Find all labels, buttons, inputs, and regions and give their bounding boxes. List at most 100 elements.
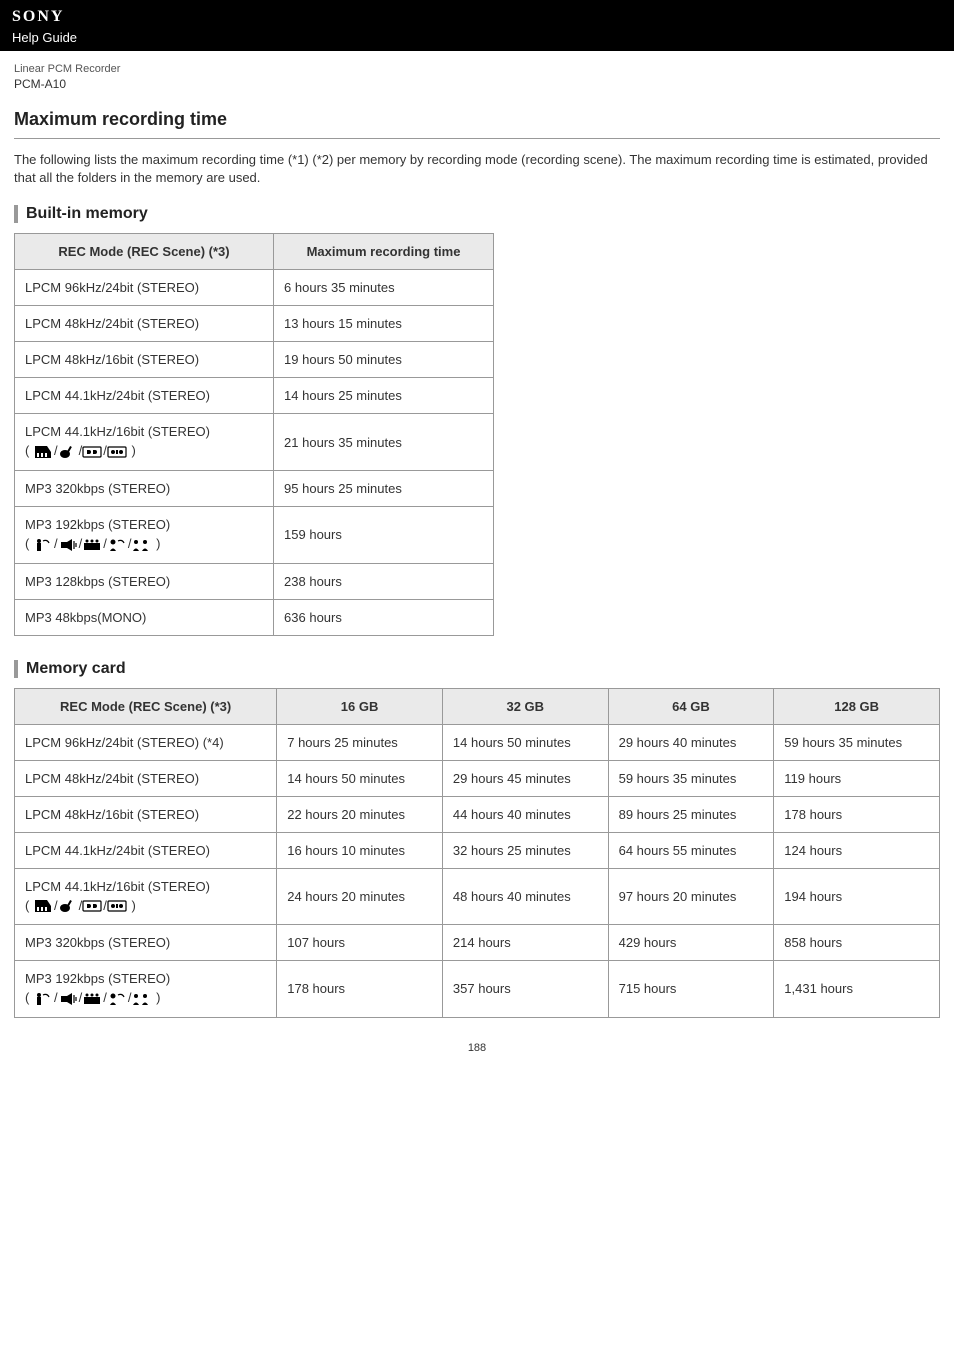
time-cell: 238 hours	[274, 563, 494, 599]
meeting-icon	[82, 991, 102, 1007]
interview-icon	[131, 537, 151, 553]
c64-cell: 89 hours 25 minutes	[608, 796, 774, 832]
time-cell: 13 hours 15 minutes	[274, 306, 494, 342]
mode-cell: LPCM 44.1kHz/24bit (STEREO)	[15, 832, 277, 868]
mode-cell: MP3 320kbps (STEREO)	[15, 470, 274, 506]
c128-cell: 59 hours 35 minutes	[774, 724, 940, 760]
cards-heading: Memory card	[14, 660, 940, 678]
time-cell: 95 hours 25 minutes	[274, 470, 494, 506]
mode-cell: MP3 128kbps (STEREO)	[15, 563, 274, 599]
c16-cell: 7 hours 25 minutes	[277, 724, 443, 760]
table-row: LPCM 44.1kHz/24bit (STEREO)14 hours 25 m…	[15, 378, 494, 414]
table-row: MP3 320kbps (STEREO)95 hours 25 minutes	[15, 470, 494, 506]
table-row: MP3 48kbps(MONO)636 hours	[15, 599, 494, 635]
cards-col-mode: REC Mode (REC Scene) (*3)	[15, 688, 277, 724]
product-line: Linear PCM Recorder	[14, 63, 940, 75]
mode-cell: LPCM 96kHz/24bit (STEREO)	[15, 270, 274, 306]
mode-cell: LPCM 48kHz/24bit (STEREO)	[15, 760, 277, 796]
scene-icons: ( //// )	[25, 990, 266, 1007]
mode-cell: LPCM 96kHz/24bit (STEREO) (*4)	[15, 724, 277, 760]
table-row: LPCM 48kHz/24bit (STEREO)13 hours 15 min…	[15, 306, 494, 342]
piano-icon	[33, 898, 53, 914]
time-cell: 6 hours 35 minutes	[274, 270, 494, 306]
builtin-col-mode: REC Mode (REC Scene) (*3)	[15, 234, 274, 270]
mode-cell: MP3 320kbps (STEREO)	[15, 925, 277, 961]
c128-cell: 194 hours	[774, 868, 940, 925]
table-row: LPCM 48kHz/24bit (STEREO)14 hours 50 min…	[15, 760, 940, 796]
table-row: MP3 128kbps (STEREO)238 hours	[15, 563, 494, 599]
table-row: LPCM 48kHz/16bit (STEREO)19 hours 50 min…	[15, 342, 494, 378]
c64-cell: 429 hours	[608, 925, 774, 961]
cards-table: REC Mode (REC Scene) (*3) 16 GB 32 GB 64…	[14, 688, 940, 1018]
time-cell: 19 hours 50 minutes	[274, 342, 494, 378]
scene-icons: ( /// )	[25, 443, 263, 460]
time-cell: 159 hours	[274, 506, 494, 563]
lecture-icon	[33, 537, 53, 553]
c16-cell: 178 hours	[277, 961, 443, 1018]
c128-cell: 1,431 hours	[774, 961, 940, 1018]
c64-cell: 97 hours 20 minutes	[608, 868, 774, 925]
c64-cell: 59 hours 35 minutes	[608, 760, 774, 796]
c32-cell: 214 hours	[442, 925, 608, 961]
c32-cell: 32 hours 25 minutes	[442, 832, 608, 868]
table-row: LPCM 44.1kHz/16bit (STEREO)( /// )21 hou…	[15, 414, 494, 471]
c128-cell: 124 hours	[774, 832, 940, 868]
table-row: LPCM 96kHz/24bit (STEREO) (*4)7 hours 25…	[15, 724, 940, 760]
lecture-icon	[33, 991, 53, 1007]
band1-icon	[82, 444, 102, 460]
content-area: Linear PCM Recorder PCM-A10 Maximum reco…	[0, 51, 954, 1084]
help-guide-label: Help Guide	[12, 30, 942, 45]
c32-cell: 44 hours 40 minutes	[442, 796, 608, 832]
c64-cell: 29 hours 40 minutes	[608, 724, 774, 760]
meeting-icon	[82, 537, 102, 553]
voice-memo-icon	[107, 991, 127, 1007]
guitar-icon	[58, 444, 78, 460]
cards-col-32: 32 GB	[442, 688, 608, 724]
cards-col-64: 64 GB	[608, 688, 774, 724]
intro-paragraph: The following lists the maximum recordin…	[14, 151, 940, 187]
c32-cell: 48 hours 40 minutes	[442, 868, 608, 925]
c128-cell: 858 hours	[774, 925, 940, 961]
mode-cell: LPCM 44.1kHz/16bit (STEREO)( /// )	[15, 414, 274, 471]
cards-col-128: 128 GB	[774, 688, 940, 724]
table-row: LPCM 96kHz/24bit (STEREO)6 hours 35 minu…	[15, 270, 494, 306]
mode-cell: MP3 192kbps (STEREO)( //// )	[15, 961, 277, 1018]
piano-icon	[33, 444, 53, 460]
table-row: MP3 192kbps (STEREO)( //// )178 hours357…	[15, 961, 940, 1018]
guitar-icon	[58, 898, 78, 914]
scene-icons: ( //// )	[25, 536, 263, 553]
voice-memo-icon	[107, 537, 127, 553]
c32-cell: 357 hours	[442, 961, 608, 1018]
page-title: Maximum recording time	[14, 109, 940, 130]
mode-cell: LPCM 48kHz/16bit (STEREO)	[15, 796, 277, 832]
mode-cell: LPCM 44.1kHz/24bit (STEREO)	[15, 378, 274, 414]
interview-icon	[131, 991, 151, 1007]
c64-cell: 715 hours	[608, 961, 774, 1018]
title-divider	[14, 138, 940, 139]
builtin-heading: Built-in memory	[14, 205, 940, 223]
product-model: PCM-A10	[14, 77, 940, 91]
c16-cell: 22 hours 20 minutes	[277, 796, 443, 832]
builtin-table: REC Mode (REC Scene) (*3) Maximum record…	[14, 233, 494, 635]
mode-cell: MP3 48kbps(MONO)	[15, 599, 274, 635]
audio-in-icon	[58, 991, 78, 1007]
brand-logo: SONY	[12, 8, 64, 25]
builtin-col-time: Maximum recording time	[274, 234, 494, 270]
top-bar: SONY Help Guide	[0, 0, 954, 51]
c64-cell: 64 hours 55 minutes	[608, 832, 774, 868]
mode-cell: LPCM 48kHz/24bit (STEREO)	[15, 306, 274, 342]
audio-in-icon	[58, 537, 78, 553]
c128-cell: 178 hours	[774, 796, 940, 832]
table-row: MP3 192kbps (STEREO)( //// )159 hours	[15, 506, 494, 563]
mode-cell: MP3 192kbps (STEREO)( //// )	[15, 506, 274, 563]
band2-icon	[107, 444, 127, 460]
c16-cell: 24 hours 20 minutes	[277, 868, 443, 925]
mode-cell: LPCM 48kHz/16bit (STEREO)	[15, 342, 274, 378]
scene-icons: ( /// )	[25, 898, 266, 915]
c16-cell: 107 hours	[277, 925, 443, 961]
page-number: 188	[14, 1042, 940, 1054]
time-cell: 636 hours	[274, 599, 494, 635]
table-row: MP3 320kbps (STEREO)107 hours214 hours42…	[15, 925, 940, 961]
band1-icon	[82, 898, 102, 914]
table-row: LPCM 48kHz/16bit (STEREO)22 hours 20 min…	[15, 796, 940, 832]
